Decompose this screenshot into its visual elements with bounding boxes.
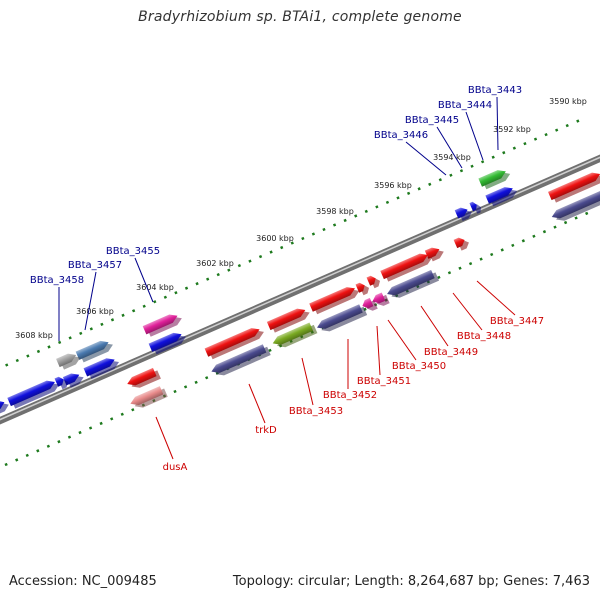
gene-arrow: [387, 269, 440, 298]
gene-arrow: [469, 201, 482, 214]
label-leader: [134, 257, 154, 303]
map-title: Bradyrhizobium sp. BTAi1, complete genom…: [138, 9, 462, 25]
gene-arrow: [478, 170, 511, 190]
gene-label: BBta_3453: [289, 406, 343, 417]
gene-arrow: [75, 340, 113, 363]
gene-label: BBta_3449: [424, 347, 478, 358]
scale-label: 3590 kbp: [549, 97, 587, 106]
gene-label: BBta_3458: [30, 275, 84, 286]
gene-arrow: [380, 253, 433, 282]
gene-label: BBta_3455: [106, 246, 160, 257]
accession-label: Accession: NC_009485: [9, 574, 157, 589]
label-leader: [420, 305, 449, 347]
scale-label: 3604 kbp: [136, 283, 174, 292]
label-leader: [376, 325, 381, 376]
gene-label: BBta_3446: [374, 130, 428, 141]
gene-label: BBta_3457: [68, 260, 122, 271]
gene-arrow: [309, 287, 360, 315]
label-leader: [465, 111, 484, 161]
gene-arrow: [148, 332, 186, 355]
label-leader: [155, 416, 174, 460]
label-leader: [452, 292, 483, 331]
gene-arrow: [317, 304, 368, 332]
gene-arrow: [56, 353, 81, 370]
scale-label: 3596 kbp: [374, 181, 412, 190]
scale-label: 3602 kbp: [196, 259, 234, 268]
label-leader: [436, 126, 463, 169]
gene-arrow: [453, 237, 469, 251]
gene-arrow: [211, 344, 271, 376]
gene-label: BBta_3452: [323, 390, 377, 401]
gene-label: BBta_3445: [405, 115, 459, 126]
label-leader: [301, 357, 314, 406]
scale-label: 3600 kbp: [256, 234, 294, 243]
label-leader: [387, 319, 417, 361]
scale-label: 3606 kbp: [76, 307, 114, 316]
label-leader: [84, 271, 97, 331]
label-leader: [248, 383, 266, 424]
gene-arrow: [266, 308, 310, 333]
gene-arrow: [362, 297, 378, 311]
gene-arrow: [372, 292, 390, 306]
label-leader: [476, 280, 516, 316]
gene-arrow: [547, 172, 600, 203]
gene-arrow: [551, 190, 600, 221]
gene-label: BBta_3444: [438, 100, 492, 111]
label-leader: [405, 141, 447, 176]
gene-arrow: [272, 322, 318, 348]
gene-arrow: [83, 358, 120, 379]
gene-label: trkD: [255, 425, 277, 436]
gene-arrow: [0, 400, 9, 415]
topology-label: Topology: circular; Length: 8,264,687 bp…: [232, 574, 590, 589]
gene-label: dusA: [163, 462, 188, 473]
inner-scale-track: [4, 210, 591, 467]
gene-arrow: [142, 314, 182, 337]
scale-label: 3594 kbp: [433, 153, 471, 162]
scale-label: 3598 kbp: [316, 207, 354, 216]
gene-arrow: [366, 275, 381, 289]
gene-arrow: [7, 380, 60, 409]
scale-label: 3592 kbp: [493, 125, 531, 134]
gene-label: BBta_3451: [357, 376, 411, 387]
gene-arrow: [127, 367, 161, 388]
gene-arrow: [54, 376, 69, 390]
gene-label: BBta_3448: [457, 331, 511, 342]
scale-label: 3608 kbp: [15, 331, 53, 340]
gene-arrow: [204, 328, 264, 360]
gene-label: BBta_3443: [468, 85, 522, 96]
gene-arrow: [485, 187, 518, 207]
label-leader: [496, 96, 499, 151]
gene-arrow: [355, 282, 370, 296]
gene-arrow: [424, 247, 444, 262]
gene-label: BBta_3447: [490, 316, 544, 327]
gene-arrow: [454, 207, 472, 221]
gene-label: BBta_3450: [392, 361, 446, 372]
gene-arrow: [130, 386, 168, 408]
